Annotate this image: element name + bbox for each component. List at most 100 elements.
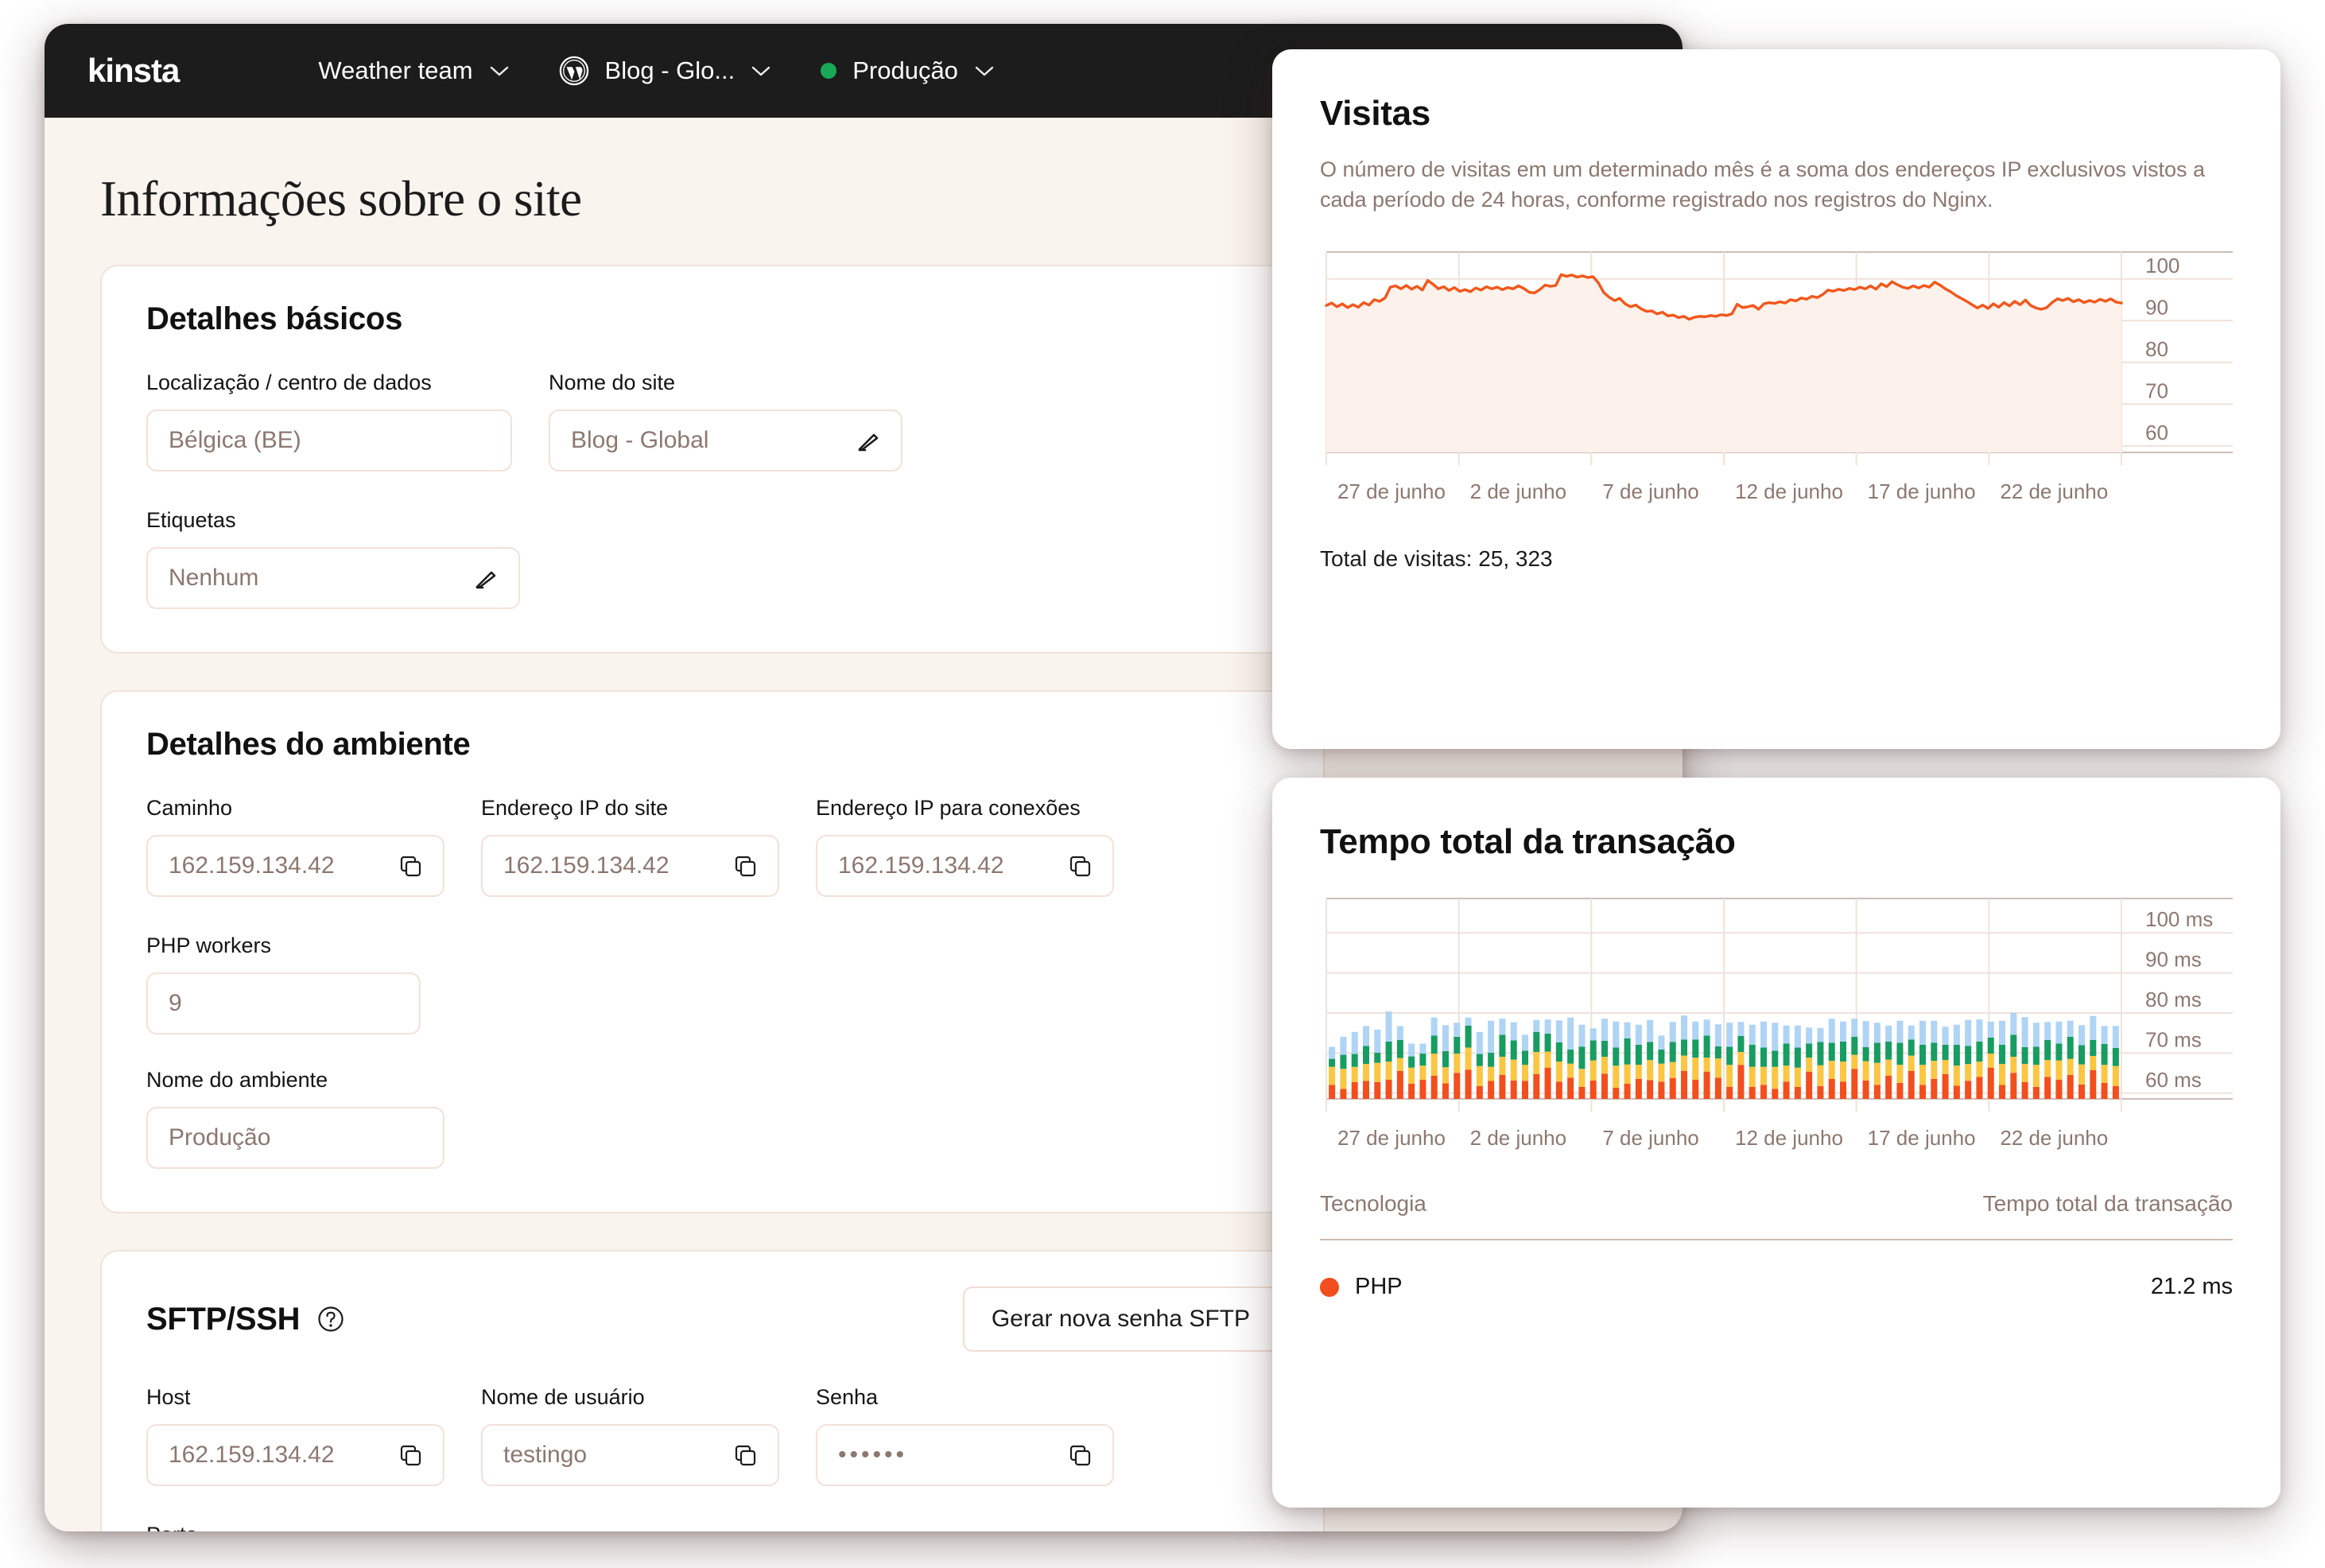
field-port: Porta 29576 [146, 1523, 421, 1531]
sftp-ssh-heading: SFTP/SSH [146, 1301, 301, 1337]
field-tags-input[interactable]: Nenhum [146, 547, 520, 609]
tempo-row-php: PHP 21.2 ms [1320, 1274, 2233, 1300]
visitas-total: Total de visitas: 25, 323 [1320, 545, 1553, 571]
svg-text:17 de junho: 17 de junho [1868, 1126, 1976, 1150]
site-selector-label: Blog - Glo... [604, 56, 736, 84]
tempo-panel: Tempo total da transação 60 ms 70 ms 80 ms… [1272, 778, 2280, 1508]
basic-details-fields: Localização / centro de dados Bélgica (B… [146, 371, 1279, 609]
field-connection-ip-label: Endereço IP para conexões [816, 796, 1081, 820]
field-environment-name-input[interactable]: Produção [146, 1107, 444, 1169]
field-password-input[interactable]: •••••• [816, 1424, 1114, 1486]
field-username-value: testingo [503, 1442, 588, 1468]
copy-icon[interactable] [398, 1443, 422, 1467]
field-path-input[interactable]: 162.159.134.42 [146, 835, 444, 897]
chevron-down-icon [752, 66, 770, 76]
field-host-label: Host [146, 1385, 191, 1409]
tempo-title: Tempo total da transação [1320, 822, 1736, 861]
sftp-fields: Host 162.159.134.42 Nome de usuário test… [146, 1385, 1279, 1531]
generate-sftp-password-button[interactable]: Gerar nova senha SFTP [962, 1287, 1279, 1352]
field-tags: Etiquetas Nenhum [146, 508, 520, 609]
svg-text:27 de junho: 27 de junho [1337, 1126, 1446, 1150]
help-circle-icon[interactable] [317, 1306, 344, 1333]
environment-name-row: Nome do ambiente Produção [146, 1068, 1279, 1169]
field-php-workers: PHP workers 9 [146, 933, 421, 1034]
field-connection-ip: Endereço IP para conexões 162.159.134.42 [816, 796, 1114, 897]
field-site-name-input[interactable]: Blog - Global [549, 409, 902, 472]
copy-icon[interactable] [733, 1443, 757, 1467]
svg-text:80 ms: 80 ms [2145, 988, 2202, 1011]
field-host: Host 162.159.134.42 [146, 1385, 444, 1486]
pencil-icon[interactable] [856, 429, 880, 452]
status-indicator-dot [821, 63, 837, 79]
field-host-input[interactable]: 162.159.134.42 [146, 1424, 444, 1486]
field-site-name-label: Nome do site [549, 371, 676, 394]
visitas-description: O número de visitas em um determinado mê… [1320, 157, 2206, 212]
environment-details-heading: Detalhes do ambiente [146, 727, 471, 762]
copy-icon[interactable] [398, 854, 422, 878]
sftp-ssh-header: SFTP/SSH Gerar nova senha SFTP [146, 1287, 1279, 1352]
svg-text:17 de junho: 17 de junho [1868, 479, 1976, 503]
tempo-chart[interactable]: 60 ms 70 ms 80 ms 90 ms 100 ms 27 de junho 2 d… [1320, 894, 2233, 1156]
tempo-table-header: Tecnologia Tempo total da transação [1320, 1191, 2233, 1240]
svg-text:90 ms: 90 ms [2145, 948, 2202, 972]
copy-icon[interactable] [1068, 1443, 1092, 1467]
field-username: Nome de usuário testingo [481, 1385, 779, 1486]
sftp-ssh-card: SFTP/SSH Gerar nova senha SFTP Host 162.… [100, 1250, 1325, 1531]
field-username-label: Nome de usuário [481, 1385, 645, 1409]
svg-text:22 de junho: 22 de junho [2000, 479, 2108, 503]
team-selector-label: Weather team [318, 56, 473, 84]
legend-color-dot [1320, 1277, 1339, 1297]
visitas-line-chart-svg: 60 70 80 90 100 27 de junho 2 de junho 7 de jun… [1325, 250, 2233, 503]
field-port-label: Porta [146, 1523, 421, 1531]
svg-text:100 ms: 100 ms [2145, 907, 2213, 931]
field-password-value: •••••• [838, 1442, 908, 1468]
page-title: Informações sobre o site [100, 171, 582, 227]
chevron-down-icon [490, 66, 508, 76]
kinsta-logo[interactable]: kinsta [87, 52, 180, 89]
tempo-col-time: Tempo total da transação [1982, 1191, 2233, 1216]
svg-text:2 de junho: 2 de junho [1470, 479, 1566, 503]
pencil-icon[interactable] [474, 566, 498, 590]
field-site-name: Nome do site Blog - Global [549, 371, 902, 472]
visitas-panel: Visitas O número de visitas em um determ… [1272, 49, 2280, 749]
svg-text:22 de junho: 22 de junho [2000, 1126, 2108, 1150]
field-environment-name-value: Produção [169, 1124, 271, 1151]
team-selector[interactable]: Weather team [318, 56, 509, 85]
field-tags-value: Nenhum [169, 565, 259, 591]
copy-icon[interactable] [1068, 854, 1092, 878]
visitas-chart[interactable]: 60 70 80 90 100 27 de junho 2 de junho 7 de jun… [1320, 247, 2233, 510]
svg-text:7 de junho: 7 de junho [1602, 1126, 1698, 1150]
svg-text:70: 70 [2145, 378, 2168, 402]
tempo-col-technology: Tecnologia [1320, 1191, 1426, 1216]
field-location: Localização / centro de dados Bélgica (B… [146, 371, 512, 472]
field-site-ip-input[interactable]: 162.159.134.42 [481, 835, 779, 897]
site-selector[interactable]: Blog - Glo... [559, 56, 772, 86]
svg-text:100: 100 [2145, 253, 2179, 277]
basic-details-heading: Detalhes básicos [146, 301, 403, 336]
environment-details-fields: Caminho 162.159.134.42 Endereço IP do si… [146, 796, 1279, 1034]
svg-text:90: 90 [2145, 295, 2168, 319]
sftp-ssh-heading-group: SFTP/SSH [146, 1302, 344, 1337]
field-location-value: Bélgica (BE) [169, 427, 301, 453]
field-site-ip-value: 162.159.134.42 [503, 852, 670, 879]
svg-text:60: 60 [2145, 420, 2168, 444]
basic-details-card: Detalhes básicos Localização / centro de… [100, 265, 1325, 654]
field-host-value: 162.159.134.42 [169, 1442, 335, 1468]
environment-details-card: Detalhes do ambiente Caminho 162.159.134… [100, 690, 1325, 1213]
field-php-workers-value: 9 [169, 990, 182, 1016]
field-php-workers-label: PHP workers [146, 933, 272, 957]
field-connection-ip-input[interactable]: 162.159.134.42 [816, 835, 1114, 897]
field-path: Caminho 162.159.134.42 [146, 796, 444, 897]
field-site-name-value: Blog - Global [571, 427, 709, 453]
field-tags-label: Etiquetas [146, 508, 236, 532]
svg-text:60 ms: 60 ms [2145, 1068, 2202, 1092]
field-username-input[interactable]: testingo [481, 1424, 779, 1486]
environment-selector[interactable]: Produção [821, 56, 995, 85]
field-password: Senha •••••• [816, 1385, 1114, 1486]
field-php-workers-input[interactable]: 9 [146, 972, 421, 1034]
field-path-value: 162.159.134.42 [169, 852, 335, 879]
copy-icon[interactable] [733, 854, 757, 878]
field-location-input[interactable]: Bélgica (BE) [146, 409, 512, 472]
svg-text:12 de junho: 12 de junho [1735, 1126, 1843, 1150]
